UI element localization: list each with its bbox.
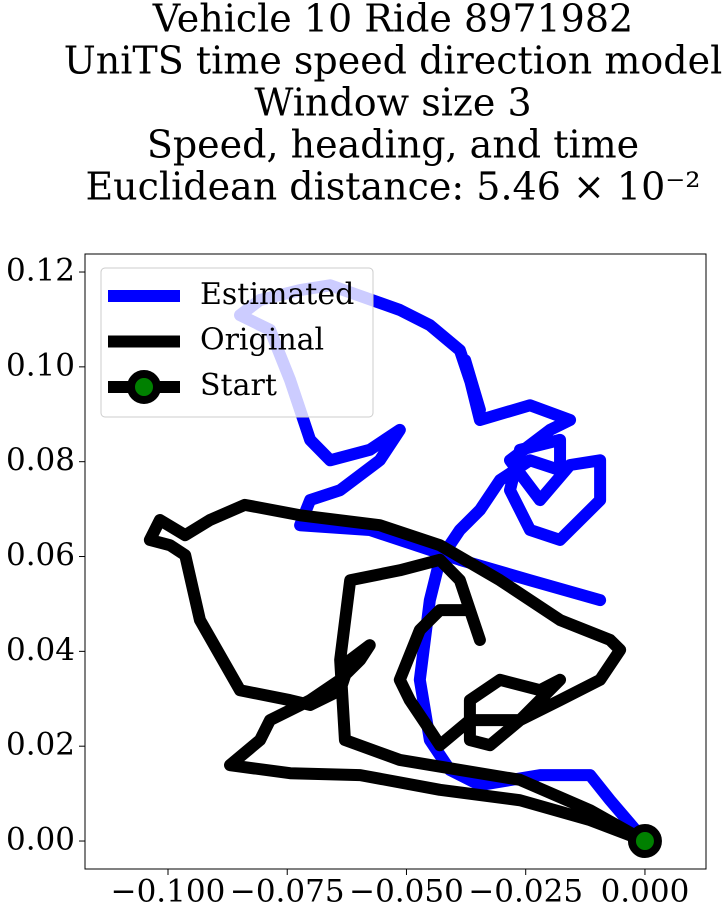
y-tick-label: 0.00 [6,822,75,858]
chart-title: Speed, heading, and time [147,123,639,167]
plot-frame [84,253,707,870]
x-tick-label: 0.000 [601,874,690,910]
legend-label: Start [200,368,277,403]
y-tick-label: 0.08 [6,442,75,478]
trajectory [143,498,651,848]
y-tick-label: 0.06 [6,537,75,573]
chart-title: UniTS time speed direction model [64,39,723,83]
legend: Estimated Original Start [100,267,374,418]
legend-marker [127,370,161,404]
legend-label: Estimated [200,277,354,312]
y-tick-label: 0.10 [6,347,75,383]
plot-area [143,279,651,848]
y-tick-label: 0.12 [6,253,75,289]
y-tick-label: 0.04 [6,632,75,668]
x-tick-label: −0.025 [468,874,583,910]
chart-title: Window size 3 [254,81,531,125]
x-tick-label: −0.100 [111,874,226,910]
chart-title: Vehicle 10 Ride 8971982 [152,0,633,41]
x-tick-label: −0.075 [230,874,345,910]
x-tick-label: −0.050 [349,874,464,910]
start-marker [627,824,662,859]
chart-title: Euclidean distance: 5.46 × 10⁻² [85,165,700,209]
legend-label: Original [200,323,324,358]
trajectory [234,279,651,848]
legend-frame [100,267,374,418]
y-tick-label: 0.02 [6,727,75,763]
